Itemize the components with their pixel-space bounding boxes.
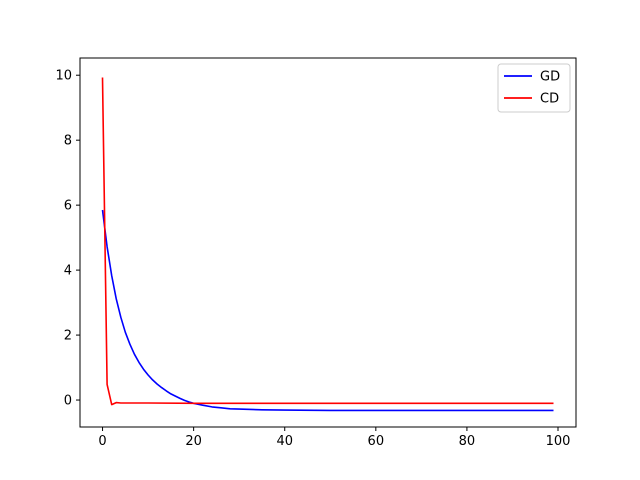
x-tick-label: 80	[459, 434, 476, 449]
x-tick-label: 100	[546, 434, 571, 449]
axis-layer: 0 20 40 60 80 100 0 2 4 6 8 10	[55, 69, 570, 449]
series-line-cd	[101, 77, 554, 406]
x-tick-label: 60	[368, 434, 385, 449]
y-tick-label: 8	[64, 134, 72, 149]
x-tick-label: 20	[185, 434, 202, 449]
y-tick-label: 2	[64, 329, 72, 344]
legend-label-cd: CD	[540, 92, 559, 107]
x-tick-label: 0	[98, 434, 106, 449]
plot-frame	[79, 57, 577, 428]
y-tick-label: 6	[64, 199, 72, 214]
legend-label-gd: GD	[540, 70, 560, 85]
y-tick-label: 4	[64, 264, 72, 279]
y-tick-label: 10	[55, 69, 72, 84]
plot-background	[80, 58, 576, 427]
legend: GD CD	[497, 63, 571, 113]
series-line-gd	[101, 209, 554, 412]
y-tick-label: 0	[64, 394, 72, 409]
x-tick-label: 40	[276, 434, 293, 449]
series-layer	[101, 77, 554, 412]
